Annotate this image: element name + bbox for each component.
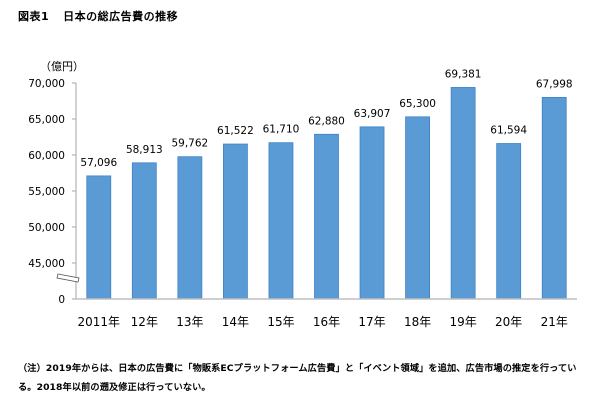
figure-label: 図表1 <box>18 10 50 23</box>
bar <box>359 126 385 300</box>
data-label: 69,381 <box>445 68 482 80</box>
x-tick-label: 14年 <box>222 315 249 329</box>
bar <box>314 133 339 300</box>
y-tick-label: 45,000 <box>28 258 65 270</box>
bar <box>450 87 476 300</box>
data-label: 57,096 <box>80 157 117 169</box>
bars-group <box>86 87 567 300</box>
data-labels-group: 57,096 58,913 59,762 61,522 61,710 62,880 63,9… <box>80 68 572 168</box>
data-label: 63,907 <box>354 108 391 120</box>
bar <box>86 175 112 300</box>
bar <box>405 116 430 300</box>
x-tick-label: 12年 <box>131 315 158 329</box>
data-label: 67,998 <box>536 78 573 90</box>
data-label: 65,300 <box>399 98 436 110</box>
figure-title: 図表1 日本の総広告費の推移 <box>18 8 178 24</box>
data-label: 61,522 <box>217 125 254 137</box>
x-tick-label: 16年 <box>313 315 340 329</box>
bar <box>268 142 294 300</box>
data-label: 59,762 <box>171 138 208 150</box>
y-axis-unit-label: （億円） <box>40 60 84 73</box>
bar-chart: （億円） 0 45,000 50,000 55,000 60,000 65,000 70,0… <box>28 60 577 329</box>
data-label: 62,880 <box>308 115 345 127</box>
y-tick-label: 70,000 <box>28 78 65 90</box>
x-tick-label: 20年 <box>495 315 522 329</box>
axis-break-icon <box>56 273 80 283</box>
x-tick-label: 19年 <box>449 315 476 329</box>
bar <box>177 156 203 300</box>
footnote: （注）2019年からは、日本の広告費に「物販系ECプラットフォーム広告費」と「イ… <box>18 363 577 393</box>
x-tick-label: 13年 <box>176 315 203 329</box>
bar <box>541 97 567 300</box>
y-tick-label: 55,000 <box>28 186 65 198</box>
figure-title-text: 日本の総広告費の推移 <box>63 10 179 23</box>
bar <box>223 143 248 300</box>
x-tick-label: 21年 <box>541 315 568 329</box>
data-label: 61,710 <box>263 124 300 136</box>
y-axis: 0 45,000 50,000 55,000 60,000 65,000 70,000 <box>28 78 80 306</box>
y-tick-label: 0 <box>58 294 65 306</box>
y-tick-label: 60,000 <box>28 150 65 162</box>
x-axis: 2011年 12年 13年 14年 15年 16年 17年 18年 19年 20年 21年 <box>76 298 577 329</box>
data-label: 61,594 <box>490 125 527 137</box>
bar <box>496 143 522 300</box>
x-tick-label: 2011年 <box>77 315 120 329</box>
data-label: 58,913 <box>126 144 163 156</box>
y-tick-label: 65,000 <box>28 114 65 126</box>
y-tick-label: 50,000 <box>28 222 65 234</box>
x-tick-label: 18年 <box>404 315 431 329</box>
x-tick-label: 15年 <box>267 315 294 329</box>
bar <box>131 162 157 300</box>
x-tick-label: 17年 <box>358 315 385 329</box>
